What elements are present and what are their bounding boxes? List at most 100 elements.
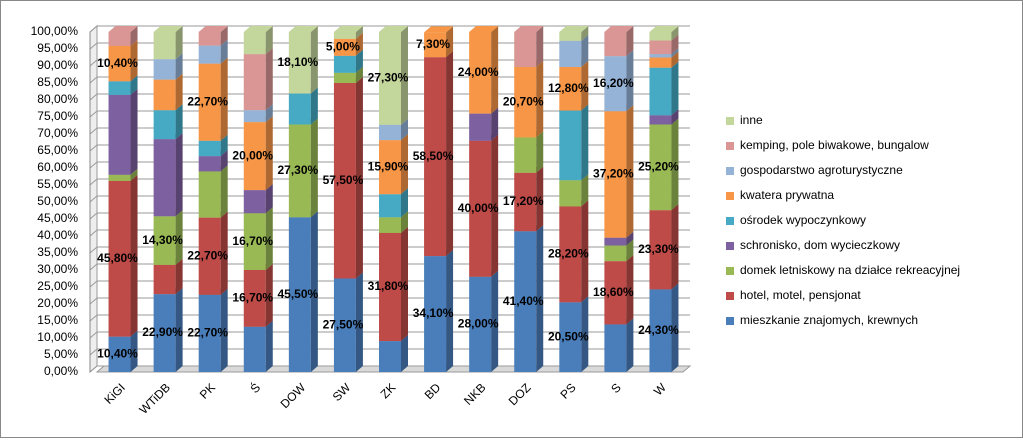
data-label: 24,00% [458, 65, 499, 79]
bar-side [265, 184, 273, 214]
bar-segment [333, 72, 356, 83]
bar-side [175, 210, 183, 265]
legend-swatch [726, 242, 734, 250]
legend-label: inne [740, 113, 763, 127]
data-label: 23,30% [638, 242, 679, 256]
bar-side [626, 318, 634, 372]
bar-side [671, 26, 679, 41]
legend-swatch [726, 142, 734, 150]
bar-side [626, 239, 634, 262]
legend-label: mieszkanie znajomych, krewnych [740, 313, 918, 327]
legend-swatch [726, 292, 734, 300]
bar-segment [379, 217, 401, 233]
bar-segment [649, 57, 672, 68]
data-label: 28,00% [458, 317, 499, 331]
bar-top [604, 26, 634, 32]
bar-segment [243, 110, 266, 123]
bar-side [130, 88, 138, 175]
bar-side [671, 204, 679, 290]
bar-segment [243, 326, 266, 372]
data-label: 24,30% [638, 323, 679, 337]
bar-side [220, 211, 228, 295]
bar-segment [333, 38, 356, 56]
bar-side [220, 57, 228, 141]
bar-side [265, 320, 273, 372]
bar-side [265, 104, 273, 123]
y-tick-label: 65,00% [37, 143, 78, 157]
bar-top [243, 26, 273, 32]
bar-side [536, 225, 544, 372]
bar-segment [198, 32, 221, 46]
data-label: 22,70% [187, 326, 228, 340]
bar-segment [424, 32, 447, 58]
bar-top [379, 26, 408, 32]
bar-segment [198, 156, 221, 172]
bar-segment [559, 302, 582, 372]
bar-side [220, 288, 228, 372]
bar-side [355, 32, 363, 56]
data-label: 37,20% [593, 167, 634, 181]
bar-side [130, 168, 138, 181]
bar-side [130, 174, 138, 337]
bar-side [265, 26, 273, 55]
data-label: 17,20% [503, 194, 544, 208]
bar-segment [153, 139, 176, 217]
y-tick-label: 50,00% [37, 194, 78, 208]
bar-segment [559, 206, 582, 303]
bar-segment [469, 32, 492, 114]
data-label: 22,70% [187, 248, 228, 262]
data-label: 25,20% [638, 159, 679, 173]
bar-side [355, 49, 363, 73]
bar-side [536, 26, 544, 68]
data-label: 31,80% [368, 279, 409, 293]
bar-side [401, 26, 408, 125]
bar-segment [153, 216, 176, 265]
bar-side [491, 107, 499, 141]
legend-swatch [726, 317, 734, 325]
bar-segment [333, 278, 356, 372]
legend-label: ośrodek wypoczynkowy [740, 213, 866, 227]
legend-label: gospodarstwo agroturystyczne [740, 163, 903, 177]
bar-side [265, 48, 273, 111]
data-label: 20,50% [548, 329, 589, 343]
bar-segment [604, 245, 627, 262]
bar-top [469, 26, 499, 32]
bar-segment [153, 110, 176, 140]
legend-label: domek letniskowy na działce rekreacyjnej [740, 263, 960, 277]
bar-side [671, 34, 679, 55]
bar-top [288, 26, 318, 32]
data-label: 40,00% [458, 201, 499, 215]
bar-segment [333, 83, 356, 279]
bar-segment [514, 137, 537, 173]
bar-segment [604, 111, 627, 238]
bar-side [626, 255, 634, 325]
data-label: 7,30% [416, 37, 450, 51]
bar-segment [153, 32, 176, 60]
bar-side [265, 264, 273, 327]
y-tick-label: 35,00% [37, 245, 78, 259]
bar-segment [153, 294, 176, 372]
legend-label: hotel, motel, pensjonat [740, 288, 861, 302]
legend-label: schronisko, dom wycieczkowy [740, 238, 900, 252]
data-label: 22,90% [142, 325, 183, 339]
bar-segment [198, 217, 221, 295]
bar-side [175, 26, 183, 60]
bar-segment [379, 32, 401, 125]
data-label: 5,00% [326, 39, 360, 53]
bar-segment [604, 237, 627, 246]
data-label: 27,50% [323, 317, 364, 331]
bar-side [671, 109, 679, 125]
bar-side [581, 174, 589, 207]
bar-side [581, 200, 589, 303]
y-tick-label: 5,00% [44, 347, 78, 361]
data-label: 16,70% [232, 234, 273, 248]
y-tick-label: 10,00% [37, 330, 78, 344]
bar-side [671, 48, 679, 58]
bar-segment [379, 140, 401, 195]
bar-segment [604, 32, 627, 57]
bar-side [536, 131, 544, 173]
bar-side [536, 166, 544, 232]
data-label: 16,20% [593, 76, 634, 90]
bar-side [491, 134, 499, 277]
